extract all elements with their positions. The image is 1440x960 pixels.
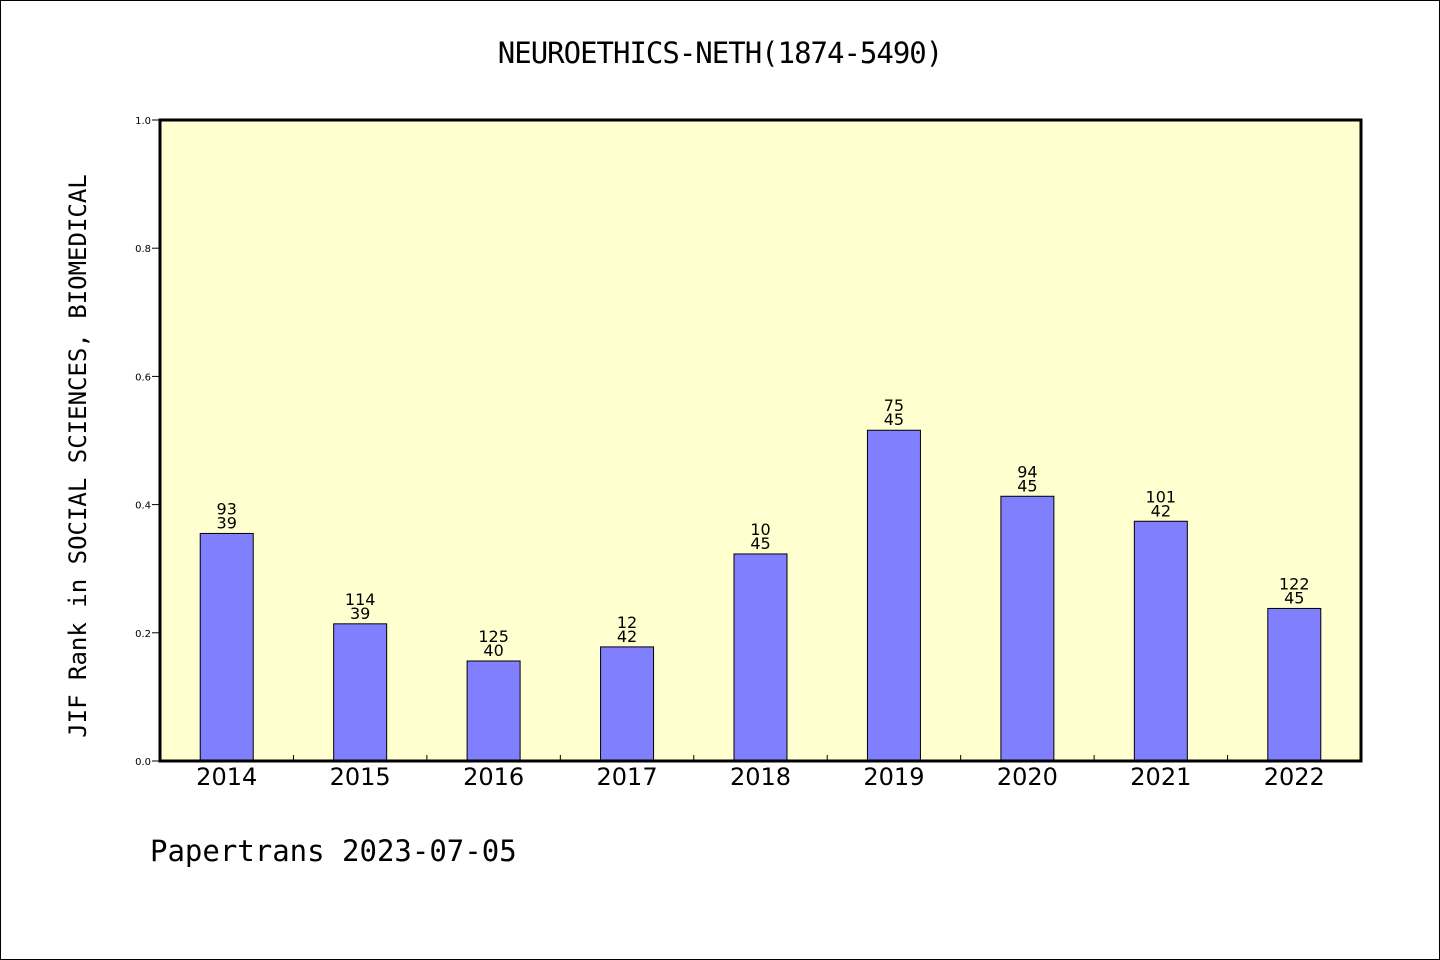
total-label-2020: 45	[1017, 476, 1037, 495]
total-label-2017: 42	[617, 627, 637, 646]
rank-label-2015: 114	[345, 590, 376, 609]
x-tick-label-2014: 2014	[196, 763, 257, 791]
rank-label-2020: 94	[1017, 462, 1037, 481]
y-tick-label: 1.0	[135, 116, 151, 127]
total-label-2018: 45	[750, 534, 770, 553]
y-tick-label: 0.4	[135, 501, 151, 512]
rank-label-2021: 101	[1146, 487, 1177, 506]
rank-label-2017: 12	[617, 613, 637, 632]
y-tick-label: 0.8	[135, 244, 151, 255]
bar-2015	[333, 623, 388, 762]
bar-2022	[1267, 607, 1322, 762]
bar-2021	[1133, 520, 1188, 762]
total-label-2015: 39	[350, 604, 370, 623]
total-label-2021: 42	[1151, 501, 1171, 520]
y-tick-label: 0.2	[135, 629, 151, 640]
bar-2016	[466, 660, 521, 762]
total-label-2016: 40	[483, 641, 503, 660]
rank-label-2014: 93	[217, 499, 237, 518]
y-tick-label: 0.6	[135, 372, 151, 383]
y-tick-label: 0.0	[135, 757, 151, 768]
plot-border	[158, 118, 1363, 763]
total-label-2014: 39	[217, 513, 237, 532]
footer-watermark: Papertrans 2023-07-05	[150, 834, 517, 868]
bar-2018	[733, 553, 788, 762]
chart-title: NEUROETHICS-NETH(1874-5490)	[497, 36, 943, 70]
x-tick-label-2019: 2019	[863, 763, 924, 791]
rank-label-2018: 10	[750, 520, 770, 539]
bar-2020	[1000, 495, 1055, 762]
x-tick-label-2021: 2021	[1130, 763, 1191, 791]
bar-2017	[600, 646, 655, 762]
x-tick-label-2018: 2018	[730, 763, 791, 791]
total-label-2019: 45	[884, 410, 904, 429]
rank-label-2019: 75	[884, 396, 904, 415]
x-tick-label-2015: 2015	[330, 763, 391, 791]
x-tick-label-2020: 2020	[997, 763, 1058, 791]
x-tick-label-2017: 2017	[597, 763, 658, 791]
rank-label-2016: 125	[478, 627, 509, 646]
x-tick-label-2022: 2022	[1264, 763, 1325, 791]
x-tick-label-2016: 2016	[463, 763, 524, 791]
bar-2019	[866, 429, 921, 762]
rank-label-2022: 122	[1279, 574, 1310, 593]
total-label-2022: 45	[1284, 588, 1304, 607]
bar-2014	[199, 532, 254, 762]
